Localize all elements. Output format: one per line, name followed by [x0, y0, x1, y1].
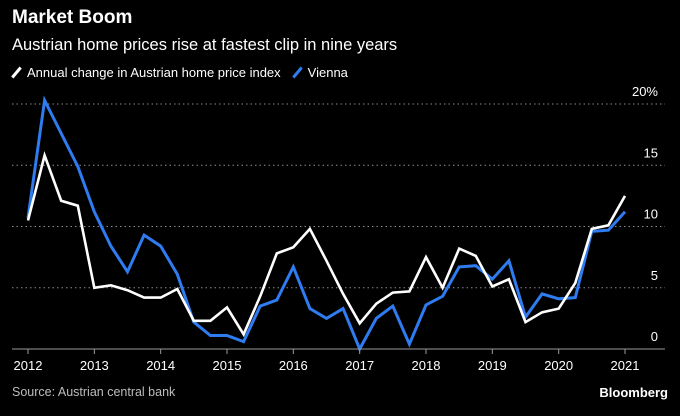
- chart-title: Market Boom: [12, 7, 133, 28]
- y-tick-label: 10: [644, 207, 658, 222]
- series-line-vienna: [26, 95, 627, 353]
- x-tick-label: 2021: [611, 358, 640, 373]
- x-tick-label: 2013: [80, 358, 109, 373]
- source-note: Source: Austrian central bank: [12, 385, 176, 399]
- series-lines: [26, 95, 627, 353]
- y-tick-label: 0: [651, 329, 658, 344]
- grid: 0 5 10 15 20%: [12, 84, 665, 344]
- legend-label-national: Annual change in Austrian home price ind…: [27, 65, 281, 80]
- y-tick-label: 15: [644, 145, 658, 160]
- x-tick-label: 2015: [213, 358, 242, 373]
- x-tick-label: 2016: [279, 358, 308, 373]
- legend-label-vienna: Vienna: [307, 65, 348, 80]
- y-tick-label: 5: [651, 268, 658, 283]
- y-tick-label: 20%: [632, 84, 658, 99]
- x-tick-label: 2014: [146, 358, 175, 373]
- x-tick-label: 2019: [478, 358, 507, 373]
- chart-subtitle: Austrian home prices rise at fastest cli…: [12, 36, 398, 54]
- x-tick-label: 2017: [345, 358, 374, 373]
- series-line-austria: [26, 151, 627, 338]
- x-tick-label: 2012: [14, 358, 43, 373]
- x-tick-label: 2020: [544, 358, 573, 373]
- bloomberg-logo: Bloomberg: [599, 385, 668, 400]
- legend-item-vienna: Vienna: [291, 65, 348, 80]
- x-tick-label: 2018: [412, 358, 441, 373]
- legend: Annual change in Austrian home price ind…: [11, 65, 360, 80]
- x-axis: 2012 2013 2014 2015 2016 2017 2018 2019 2020 2021: [12, 348, 665, 373]
- legend-item-national: Annual change in Austrian home price ind…: [11, 65, 281, 80]
